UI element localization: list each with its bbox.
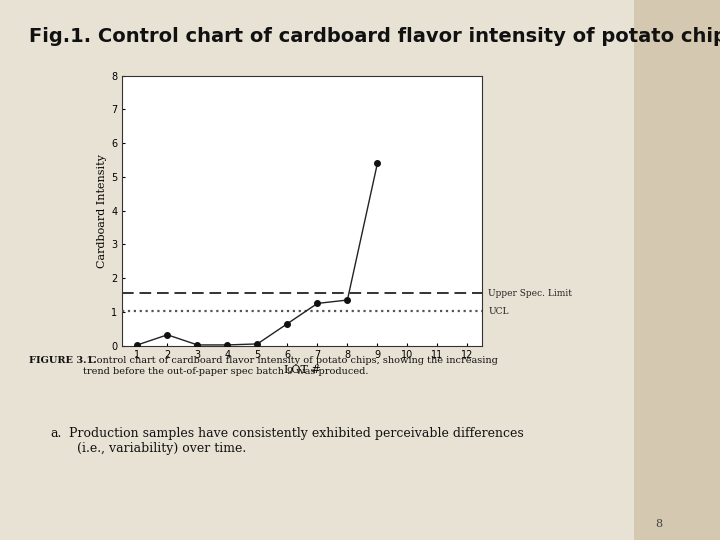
- Text: Fig.1. Control chart of cardboard flavor intensity of potato chips: Fig.1. Control chart of cardboard flavor…: [29, 27, 720, 46]
- Text: 8: 8: [655, 519, 662, 529]
- Y-axis label: Cardboard Intensity: Cardboard Intensity: [97, 154, 107, 267]
- Text: Upper Spec. Limit: Upper Spec. Limit: [488, 289, 572, 298]
- Text: Production samples have consistently exhibited perceivable differences
   (i.e.,: Production samples have consistently exh…: [65, 427, 523, 455]
- Text: a.: a.: [50, 427, 62, 440]
- X-axis label: LOT #: LOT #: [284, 364, 321, 375]
- Text: Control chart of cardboard flavor intensity of potato chips, showing the increas: Control chart of cardboard flavor intens…: [83, 356, 498, 376]
- Text: UCL: UCL: [488, 307, 509, 316]
- Text: FIGURE 3.1.: FIGURE 3.1.: [29, 356, 96, 366]
